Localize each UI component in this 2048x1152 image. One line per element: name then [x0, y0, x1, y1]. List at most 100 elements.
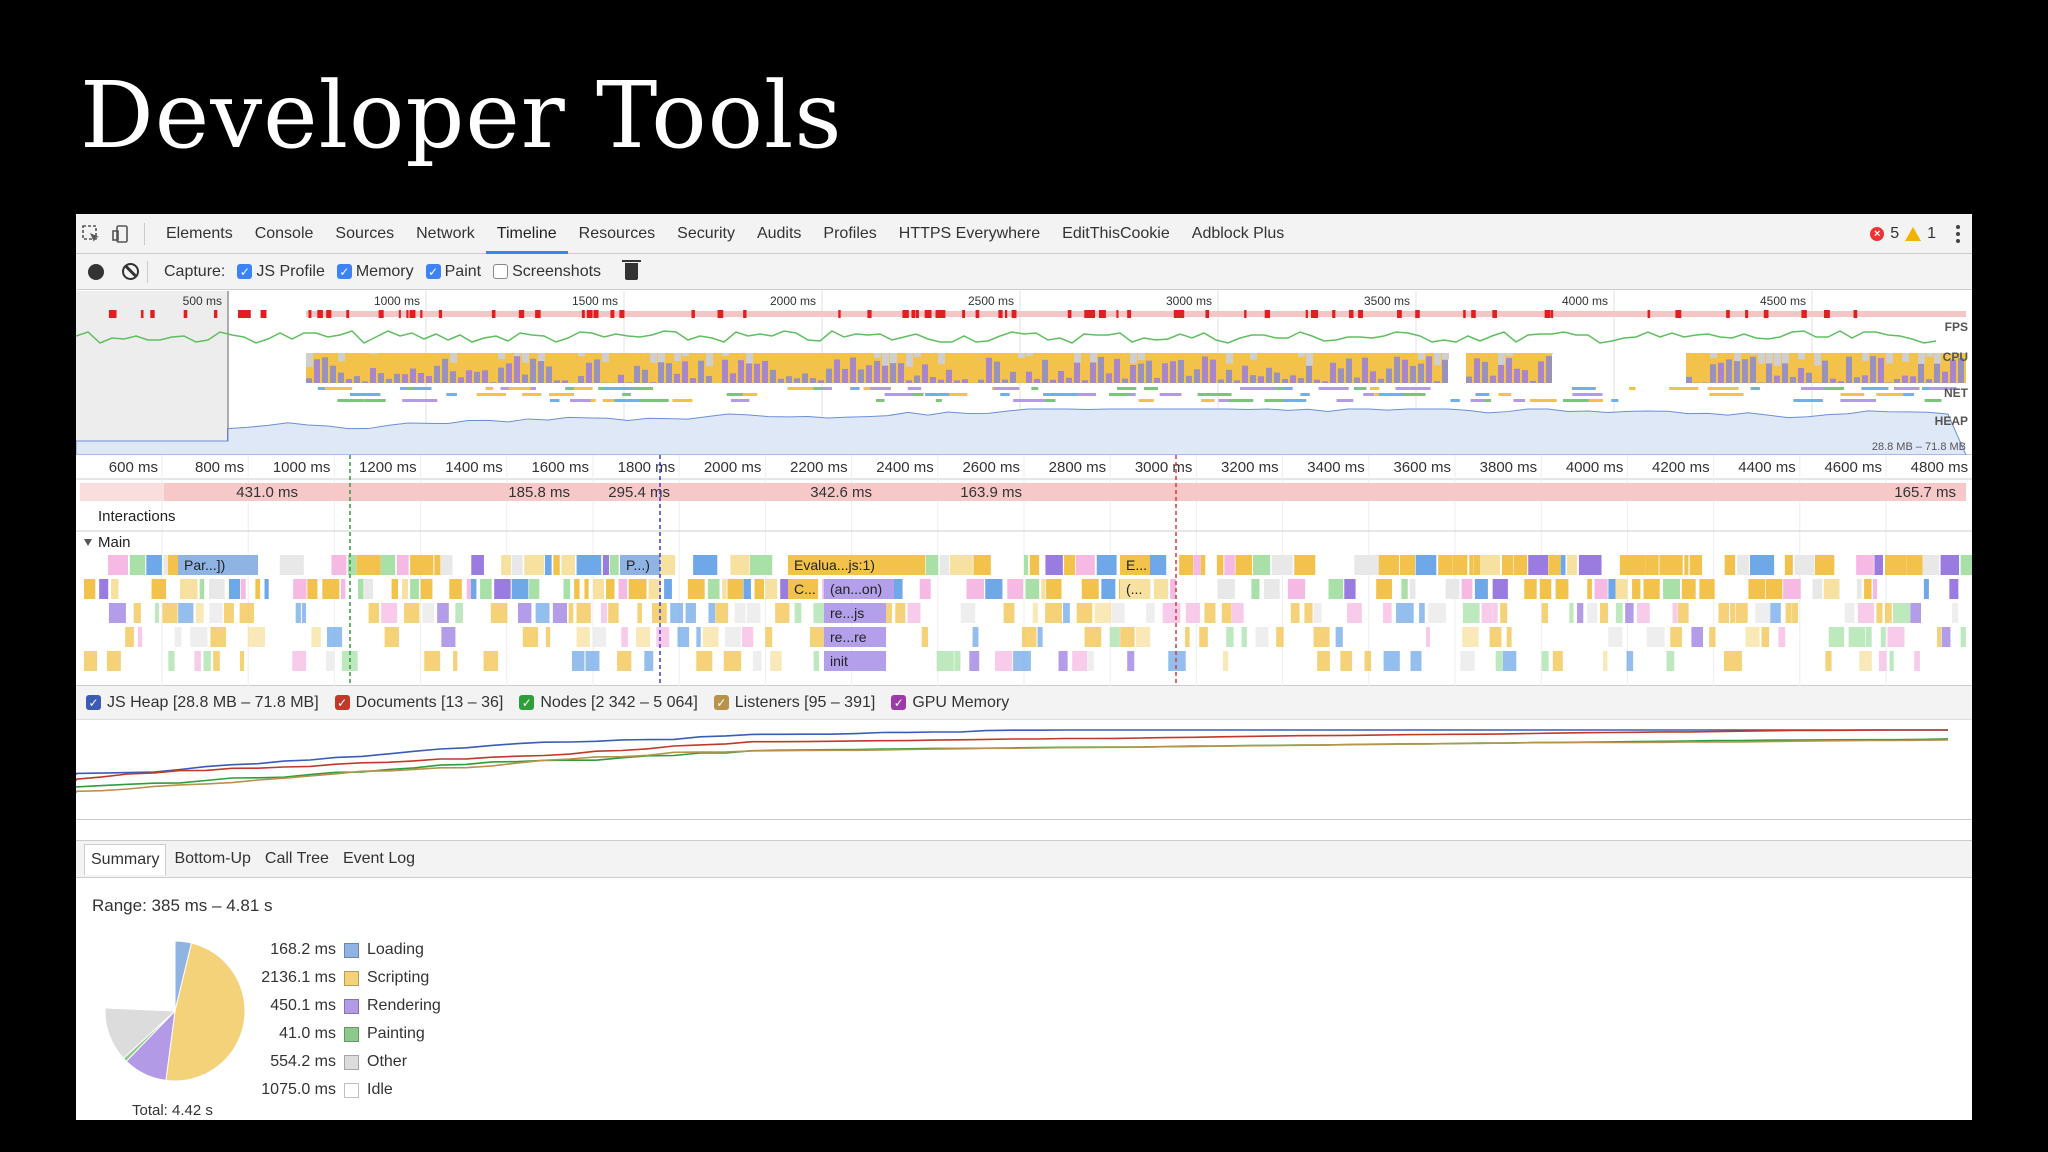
tab-editthiscookie[interactable]: EditThisCookie	[1062, 224, 1170, 242]
ruler-tick-label: 4800 ms	[1911, 459, 1969, 476]
frame-duration-label: 165.7 ms	[1894, 484, 1956, 501]
legend-label: Loading	[367, 941, 424, 958]
device-mode-icon[interactable]	[106, 214, 136, 254]
overview-lane-label: HEAP	[1935, 414, 1968, 428]
tab-sources[interactable]: Sources	[335, 224, 395, 242]
tab-elements[interactable]: Elements	[166, 224, 233, 242]
ruler-tick-label: 1000 ms	[273, 459, 331, 476]
clear-button[interactable]	[122, 263, 139, 280]
tab-resources[interactable]: Resources	[578, 224, 656, 242]
counter-toggle[interactable]: ✓ GPU Memory	[891, 694, 1009, 712]
ruler-tick-label: 1400 ms	[445, 459, 503, 476]
flame-entry-label[interactable]: P...)	[626, 557, 650, 573]
legend-swatch	[344, 942, 359, 958]
checkbox-icon[interactable]: ✓	[336, 264, 352, 279]
overview-tick-label: 3000 ms	[1166, 294, 1212, 308]
flame-entry-label[interactable]: Evalua...js:1)	[794, 557, 875, 573]
frame-duration-label: 295.4 ms	[608, 484, 670, 501]
tab-adblock-plus[interactable]: Adblock Plus	[1191, 224, 1285, 242]
error-icon[interactable]: ×	[1870, 226, 1885, 241]
legend-value: 554.2 ms	[270, 1053, 336, 1070]
counter-toggle[interactable]: ✓ JS Heap [28.8 MB – 71.8 MB]	[86, 694, 319, 712]
overview-lane-label: FPS	[1945, 320, 1968, 334]
capture-paint-checkbox[interactable]: ✓ Paint	[425, 263, 481, 281]
details-tab-event-log[interactable]: Event Log	[342, 850, 416, 867]
flame-entry-label[interactable]: re...re	[830, 629, 867, 645]
flame-entry-label[interactable]: re...js	[830, 605, 864, 621]
summary-pie-chart	[100, 936, 250, 1086]
legend-row: 450.1 ms Rendering	[236, 992, 441, 1020]
flame-entry-label[interactable]: init	[830, 653, 848, 669]
main-track-label: Main	[98, 534, 131, 551]
tab-audits[interactable]: Audits	[756, 224, 802, 242]
garbage-collect-icon[interactable]	[622, 260, 642, 280]
flame-entry-label[interactable]: C...	[794, 581, 816, 597]
error-count[interactable]: 5	[1890, 224, 1900, 242]
capture-js-profile-checkbox[interactable]: ✓ JS Profile	[237, 263, 325, 281]
interactions-track-label: Interactions	[98, 508, 176, 525]
overview-tick-label: 1000 ms	[374, 294, 420, 308]
ruler-tick-label: 3600 ms	[1393, 459, 1451, 476]
legend-row: 168.2 ms Loading	[236, 936, 441, 964]
counter-checkbox-icon[interactable]: ✓	[86, 695, 101, 710]
capture-screenshots-checkbox[interactable]: Screenshots	[493, 263, 601, 281]
ruler-tick-label: 4400 ms	[1738, 459, 1796, 476]
counter-label: Documents [13 – 36]	[355, 693, 504, 711]
counter-label: Listeners [95 – 391]	[734, 693, 876, 711]
record-button[interactable]	[88, 263, 104, 280]
counter-toggle[interactable]: ✓ Listeners [95 – 391]	[713, 693, 876, 712]
flame-entry-label[interactable]: (an...on)	[830, 581, 882, 597]
tab-console[interactable]: Console	[254, 224, 314, 242]
legend-swatch	[344, 1054, 359, 1070]
details-tab-bottom-up[interactable]: Bottom-Up	[174, 850, 251, 867]
tab-timeline[interactable]: Timeline	[485, 214, 568, 254]
counter-checkbox-icon[interactable]: ✓	[334, 695, 350, 710]
legend-swatch	[344, 1082, 359, 1098]
frame-duration-label: 431.0 ms	[236, 484, 298, 501]
counter-toggle[interactable]: ✓ Documents [13 – 36]	[334, 693, 504, 712]
tab-profiles[interactable]: Profiles	[823, 224, 877, 242]
ruler-tick-label: 2800 ms	[1049, 459, 1107, 476]
legend-swatch	[344, 1026, 359, 1042]
tab-network[interactable]: Network	[416, 224, 475, 242]
summary-legend: 168.2 ms Loading 2136.1 ms Scripting 450.1 m…	[236, 936, 441, 1104]
flame-chart-graph[interactable]: 600 ms 800 ms 1000 ms 1200 ms 1400 ms 1600 ms…	[76, 455, 1972, 686]
flame-entry-label[interactable]: E...	[1126, 557, 1147, 573]
legend-swatch	[344, 970, 359, 986]
ruler-tick-label: 2400 ms	[876, 459, 934, 476]
toolbar-divider	[147, 260, 148, 283]
checkbox-icon[interactable]	[493, 264, 509, 279]
counters-toolbar: ✓ JS Heap [28.8 MB – 71.8 MB] ✓ Documents […	[76, 686, 1972, 720]
inspect-element-icon[interactable]	[76, 214, 106, 254]
warning-count[interactable]: 1	[1927, 224, 1936, 242]
checkbox-icon[interactable]: ✓	[425, 264, 441, 279]
counter-checkbox-icon[interactable]: ✓	[891, 695, 907, 710]
capture-label: Capture:	[164, 262, 226, 280]
ruler-tick-label: 4200 ms	[1652, 459, 1710, 476]
frame-duration-label: 185.8 ms	[508, 484, 570, 501]
details-tab-call-tree[interactable]: Call Tree	[264, 850, 329, 867]
overview-tick-label: 4000 ms	[1562, 294, 1608, 308]
counter-label: JS Heap [28.8 MB – 71.8 MB]	[107, 693, 319, 711]
counter-checkbox-icon[interactable]: ✓	[519, 695, 535, 710]
legend-value: 2136.1 ms	[261, 969, 336, 986]
frame-duration-label: 342.6 ms	[810, 484, 872, 501]
checkbox-icon[interactable]: ✓	[237, 264, 253, 279]
tab-security[interactable]: Security	[677, 224, 735, 242]
flame-entry-label[interactable]: Par...])	[184, 557, 225, 573]
overview-lane-label: CPU	[1943, 350, 1968, 364]
counter-toggle[interactable]: ✓ Nodes [2 342 – 5 064]	[519, 694, 698, 712]
timeline-overview[interactable]: 500 ms 1000 ms 1500 ms 2000 ms 2500 ms 3000 m…	[76, 291, 1972, 455]
capture-memory-checkbox[interactable]: ✓ Memory	[336, 263, 414, 281]
more-options-icon[interactable]	[1956, 224, 1960, 243]
overview-graph[interactable]: 500 ms 1000 ms 1500 ms 2000 ms 2500 ms 3000 m…	[76, 291, 1972, 455]
flame-chart[interactable]: 600 ms 800 ms 1000 ms 1200 ms 1400 ms 1600 ms…	[76, 455, 1972, 686]
warning-icon[interactable]	[1905, 226, 1922, 241]
counter-label: GPU Memory	[912, 693, 1010, 711]
details-tab-summary[interactable]: Summary	[84, 843, 167, 875]
tab-https-everywhere[interactable]: HTTPS Everywhere	[898, 224, 1041, 242]
counter-checkbox-icon[interactable]: ✓	[713, 695, 729, 710]
devtools-panel: Elements Console Sources Network Timeline Res…	[76, 214, 1972, 1120]
flame-entry-label[interactable]: (...	[1126, 581, 1142, 597]
summary-range: Range: 385 ms – 4.81 s	[92, 896, 273, 915]
